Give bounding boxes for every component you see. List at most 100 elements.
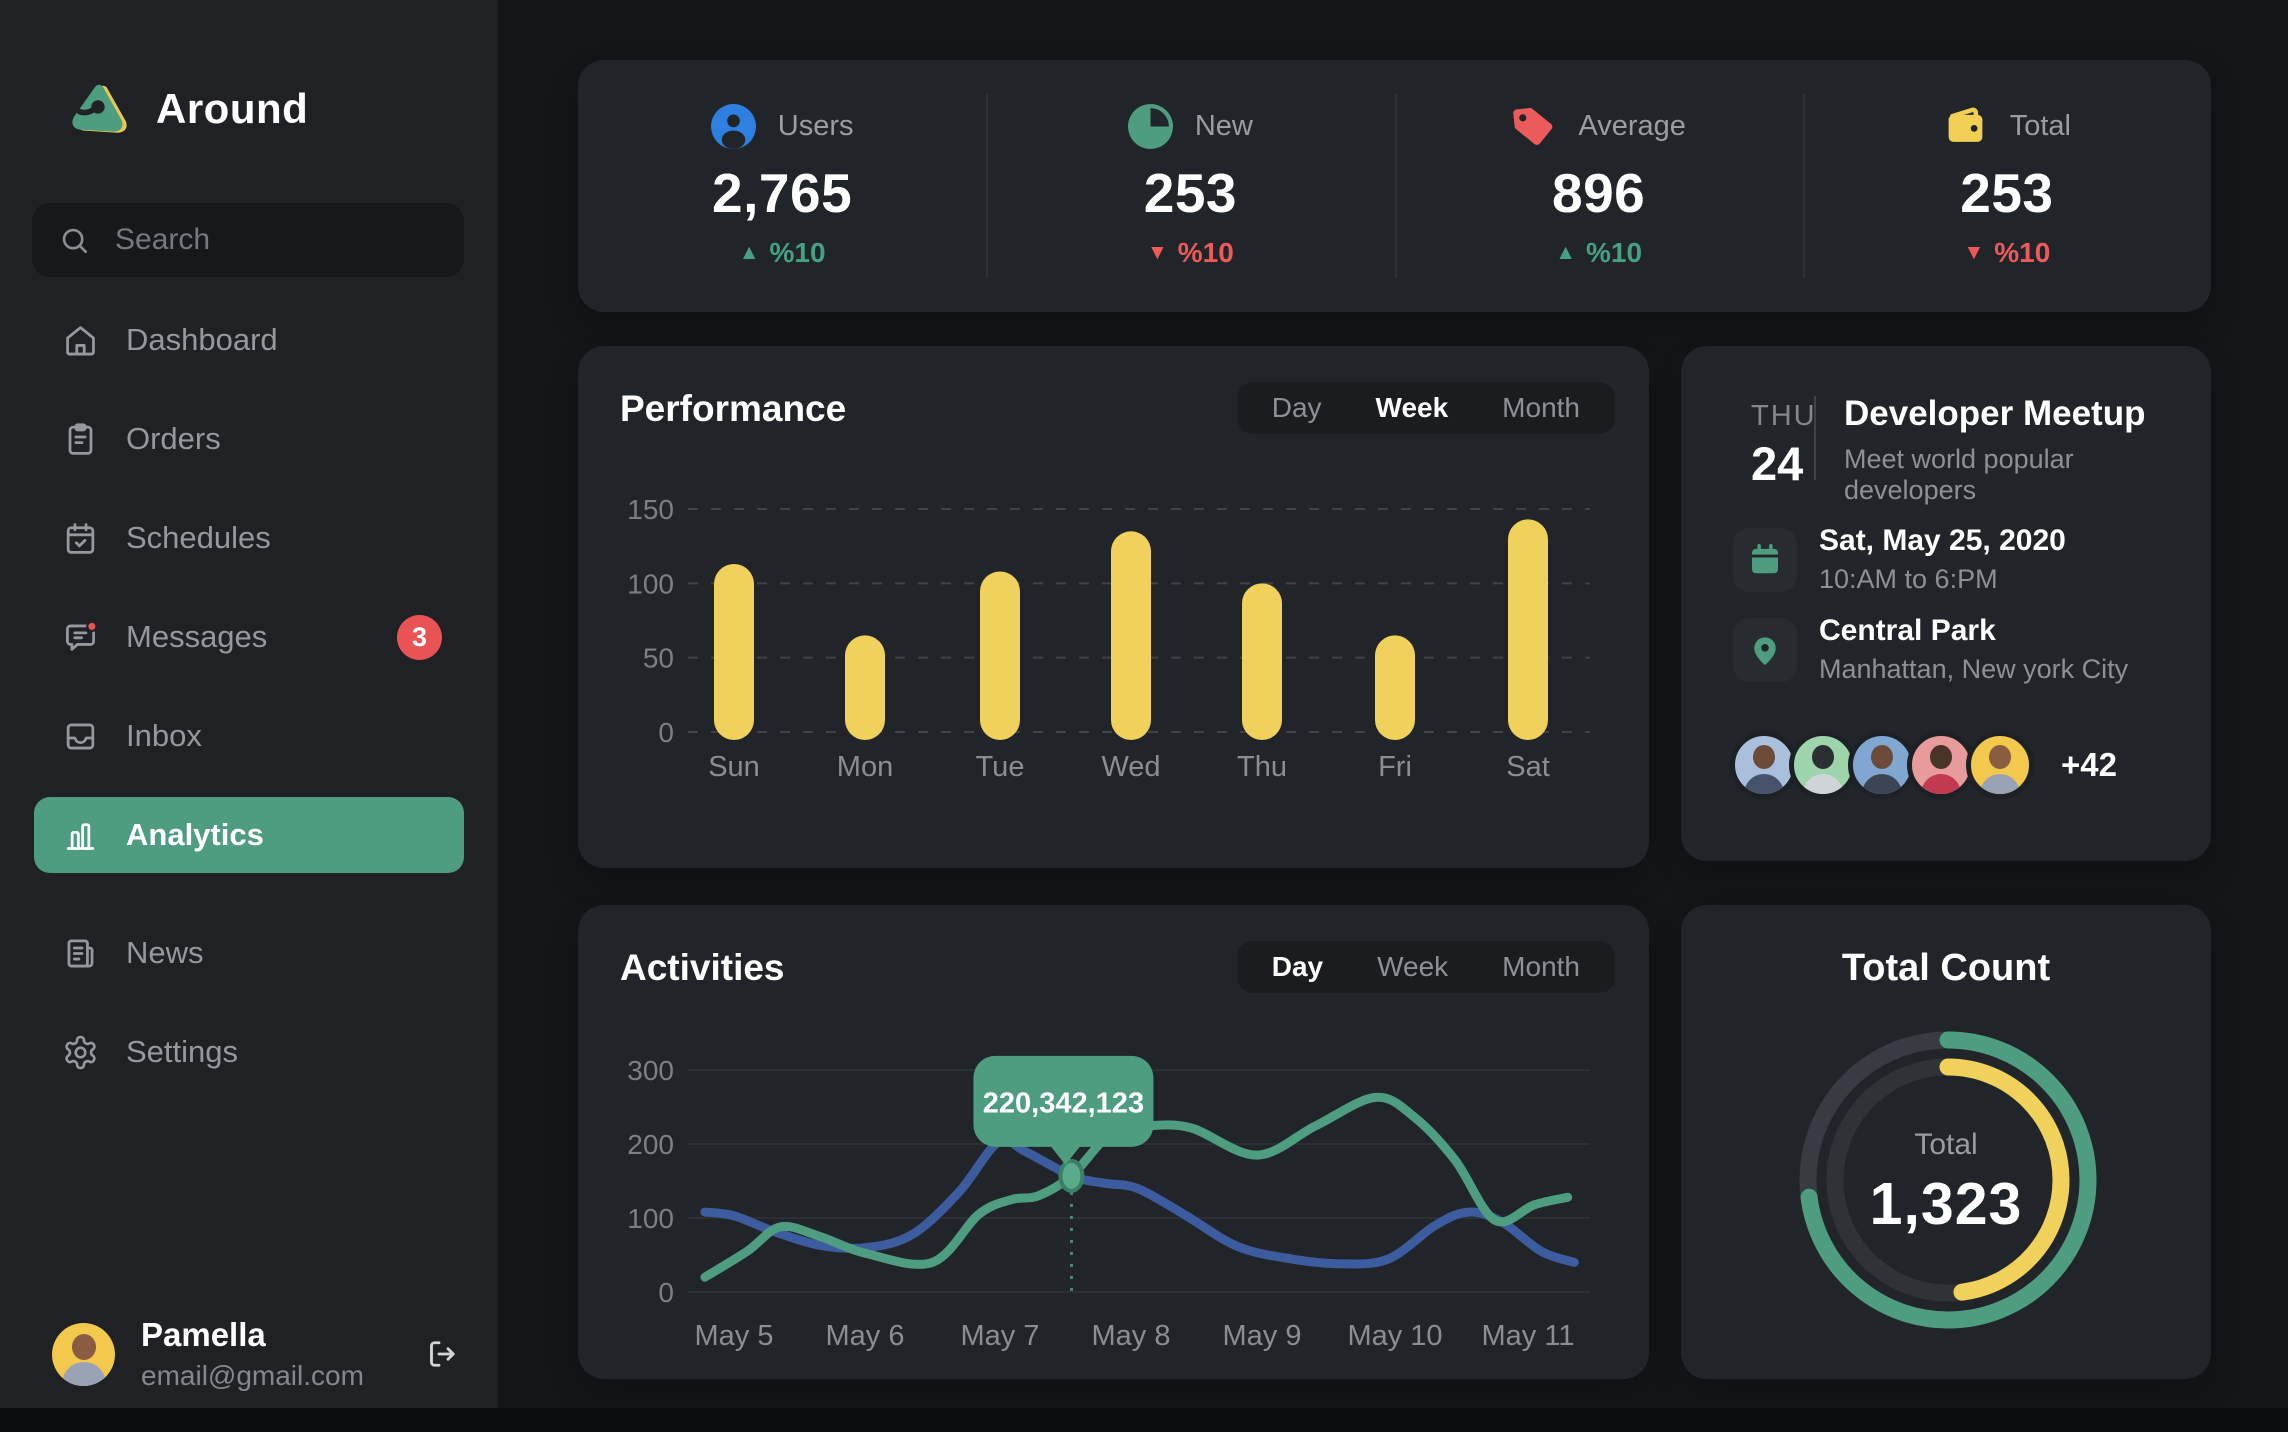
user-icon (710, 103, 756, 149)
donut-label: Total (1914, 1128, 1978, 1161)
sidebar-item-settings[interactable]: Settings (34, 1014, 464, 1090)
avatar (52, 1322, 115, 1386)
profile-name: Pamella (141, 1316, 266, 1353)
event-time: 10:AM to 6:PM (1819, 564, 1998, 594)
sidebar-item-inbox[interactable]: Inbox (34, 698, 464, 774)
trend-down-icon: ▼ (1146, 240, 1168, 264)
stat-delta: ▼ %10 (1146, 236, 1234, 268)
sidebar-item-messages[interactable]: Messages 3 (34, 599, 464, 675)
stat-label: Users (777, 109, 854, 142)
event-title: Developer Meetup (1844, 394, 2146, 433)
total-count-donut (1799, 1031, 2097, 1329)
tag-icon (1513, 107, 1553, 145)
svg-text:May 7: May 7 (961, 1320, 1040, 1352)
chat-icon (66, 620, 98, 651)
activities-range-tabs: Day Week Month (1236, 941, 1615, 993)
svg-text:May 10: May 10 (1347, 1320, 1442, 1352)
trend-up-icon: ▲ (1555, 240, 1576, 264)
svg-text:0: 0 (658, 1277, 674, 1308)
search-box[interactable] (32, 203, 464, 277)
svg-text:May 6: May 6 (826, 1320, 905, 1352)
inbox-icon (66, 723, 95, 749)
search-input[interactable] (113, 222, 438, 258)
event-weekday: THU (1751, 400, 1817, 432)
svg-text:100: 100 (627, 1203, 674, 1234)
stat-delta: ▲ %10 (1555, 236, 1643, 268)
calendar-icon (1752, 544, 1778, 574)
sidebar-item-label: Settings (126, 1034, 239, 1069)
sidebar-item-schedules[interactable]: Schedules (34, 500, 464, 576)
tab-day[interactable]: Day (1271, 392, 1322, 423)
around-logo-icon (66, 78, 132, 140)
performance-card: Performance Day Week Month 0 50 100 150 Sun M… (578, 346, 1649, 868)
total-count-card: Total Count Total 1,323 (1681, 905, 2211, 1379)
stat-label: Total (2009, 109, 2071, 142)
stat-delta: ▲ %10 (738, 236, 826, 268)
stat-new: New 253 ▼ %10 (986, 60, 1394, 312)
stats-summary-card: Users 2,765 ▲ %10 New 253 ▼ %10 Average (578, 60, 2211, 312)
svg-text:May 5: May 5 (695, 1320, 774, 1352)
performance-range-tabs: Day Week Month (1236, 382, 1615, 434)
extra-attendees-count[interactable]: +42 (2061, 746, 2117, 783)
stat-label: New (1194, 109, 1253, 142)
sidebar-item-news[interactable]: News (34, 915, 464, 991)
svg-text:May 11: May 11 (1482, 1320, 1575, 1352)
sidebar-item-label: Schedules (126, 520, 271, 555)
tab-month[interactable]: Month (1502, 392, 1580, 423)
donut-value: 1,323 (1869, 1171, 2023, 1237)
svg-text:100: 100 (627, 568, 674, 599)
svg-text:220,342,123: 220,342,123 (983, 1087, 1144, 1119)
user-profile[interactable]: Pamella email@gmail.com (52, 1316, 464, 1392)
tab-day[interactable]: Day (1271, 951, 1324, 982)
sidebar-item-label: Messages (126, 619, 268, 654)
svg-text:150: 150 (627, 494, 674, 525)
location-tile (1733, 618, 1797, 682)
trend-down-icon: ▼ (1963, 240, 1985, 264)
sidebar-item-label: Dashboard (126, 322, 278, 357)
home-icon (66, 325, 95, 355)
stat-total: Total 253 ▼ %10 (1802, 60, 2211, 312)
event-place-sub: Manhattan, New york City (1819, 654, 2129, 684)
stat-value: 2,765 (712, 161, 853, 224)
wallet-icon (1948, 107, 1983, 142)
divider (1814, 396, 1816, 480)
messages-badge: 3 (397, 614, 442, 660)
bottom-strip (0, 1408, 2288, 1432)
stat-value: 896 (1551, 161, 1646, 224)
svg-text:0: 0 (658, 717, 674, 748)
tab-week[interactable]: Week (1375, 392, 1449, 423)
bar-chart-icon (66, 822, 95, 850)
sidebar-item-orders[interactable]: Orders (34, 401, 464, 477)
attendee-avatar (1730, 731, 1798, 799)
logout-button[interactable] (420, 1332, 464, 1376)
attendee-avatar (1966, 731, 2034, 799)
sidebar-nav: Dashboard Orders Schedules Me (34, 302, 464, 1113)
stat-label: Average (1578, 109, 1686, 142)
map-pin-icon (1754, 637, 1776, 666)
performance-bar-chart[interactable]: 0 50 100 150 Sun Mon Tue Wed Thu Fri Sat (578, 346, 1649, 868)
clipboard-icon (68, 422, 93, 455)
event-card[interactable]: THU 24 Developer Meetup Meet world popul… (1681, 346, 2211, 861)
svg-text:Fri: Fri (1378, 751, 1412, 783)
activities-title: Activities (620, 947, 785, 988)
stat-value: 253 (1143, 161, 1237, 224)
tab-month[interactable]: Month (1502, 951, 1580, 982)
svg-text:Tue: Tue (976, 751, 1025, 783)
activities-line-chart[interactable]: 0 100 200 300 May 5 May 6 May 7 May 8 May 9 May 1… (578, 905, 1649, 1379)
gear-icon (65, 1035, 96, 1069)
svg-text:200: 200 (627, 1129, 674, 1160)
sidebar-item-label: Analytics (126, 817, 264, 852)
sidebar-item-label: News (126, 935, 204, 970)
performance-title: Performance (620, 388, 847, 429)
newspaper-icon (67, 938, 94, 968)
svg-text:May 9: May 9 (1223, 1320, 1302, 1352)
attendee-avatars: +42 (1730, 731, 2117, 799)
attendee-avatar (1789, 731, 1857, 799)
sidebar-item-analytics[interactable]: Analytics (34, 797, 464, 873)
tab-week[interactable]: Week (1377, 951, 1449, 982)
sidebar-item-dashboard[interactable]: Dashboard (34, 302, 464, 378)
sidebar-item-label: Inbox (126, 718, 202, 753)
svg-text:Sat: Sat (1506, 751, 1550, 783)
attendee-avatar (1907, 731, 1975, 799)
